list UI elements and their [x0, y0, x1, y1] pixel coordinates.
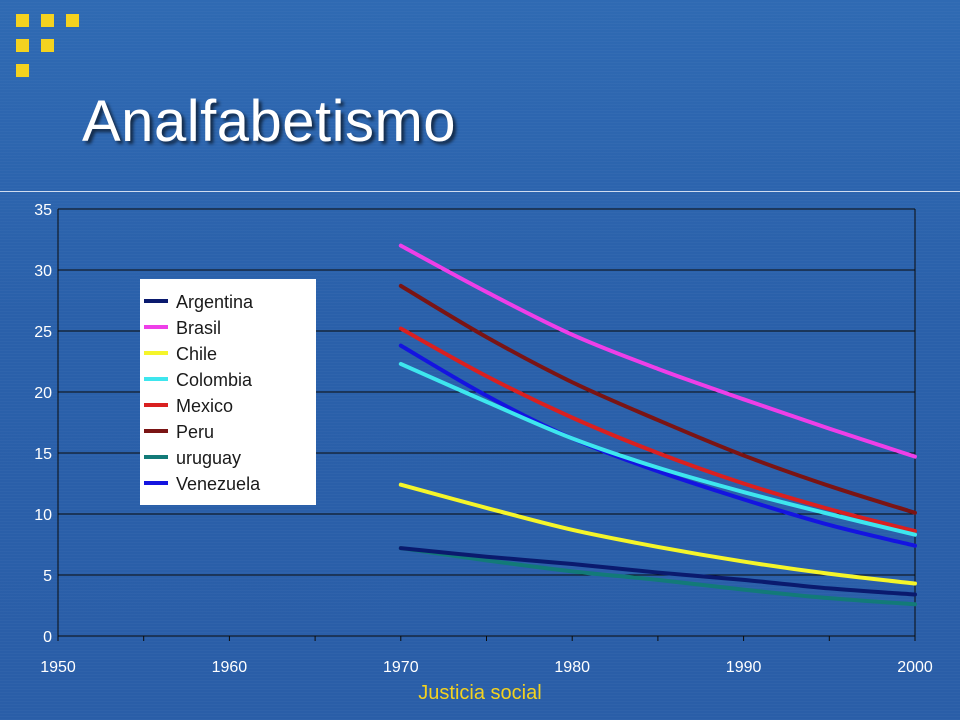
y-tick-label: 0 — [43, 629, 52, 646]
y-tick-label: 10 — [34, 507, 52, 524]
legend-swatch — [144, 351, 168, 355]
legend-swatch — [144, 377, 168, 381]
legend-label: Mexico — [176, 396, 234, 416]
y-tick-label: 35 — [34, 202, 52, 219]
legend-item: Peru — [144, 419, 314, 445]
series-line-colombia — [398, 361, 917, 537]
y-tick-label: 25 — [34, 324, 52, 341]
legend-item: Mexico — [144, 393, 314, 419]
series-line-venezuela — [398, 343, 917, 548]
legend-item: Argentina — [144, 289, 314, 315]
x-tick-label: 1960 — [212, 659, 248, 676]
legend-swatch — [144, 325, 168, 329]
slide-title: Analfabetismo — [82, 89, 457, 154]
logo-square — [66, 14, 79, 27]
legend-item: Colombia — [144, 367, 314, 393]
legend-label: Peru — [176, 422, 215, 442]
x-tick-label: 1980 — [554, 659, 590, 676]
legend-swatch — [144, 429, 168, 433]
x-tick-label: 1990 — [726, 659, 762, 676]
logo-square — [41, 39, 54, 52]
y-tick-label: 30 — [34, 263, 52, 280]
y-tick-label: 20 — [34, 385, 52, 402]
y-tick-label: 5 — [43, 568, 52, 585]
legend-item: Chile — [144, 341, 314, 367]
legend-swatch — [144, 299, 168, 303]
y-tick-label: 15 — [34, 446, 52, 463]
logo-square — [16, 14, 29, 27]
series-line-uruguay — [398, 546, 917, 607]
legend-label: Argentina — [176, 292, 254, 312]
legend-label: uruguay — [176, 448, 242, 468]
series-line-chile — [398, 482, 917, 586]
x-tick-label: 2000 — [897, 659, 933, 676]
series-line-brasil — [398, 243, 917, 459]
legend-swatch — [144, 403, 168, 407]
series-line-mexico — [398, 326, 917, 534]
x-tick-label: 1950 — [40, 659, 76, 676]
logo-squares — [16, 14, 86, 84]
series-line-argentina — [398, 546, 917, 597]
series-line-peru — [398, 283, 917, 515]
slide-footer: Justicia social — [418, 682, 542, 704]
legend-swatch — [144, 455, 168, 459]
chart-legend: Argentina Brasil Chile Colombia Mexico Peru ur… — [140, 279, 316, 505]
logo-square — [41, 14, 54, 27]
title-divider — [0, 191, 960, 192]
legend-label: Chile — [176, 344, 218, 364]
legend-item: uruguay — [144, 445, 314, 471]
legend-label: Colombia — [176, 370, 253, 390]
legend-swatch — [144, 481, 168, 485]
x-tick-label: 1970 — [383, 659, 419, 676]
logo-square — [16, 39, 29, 52]
legend-item: Venezuela — [144, 471, 314, 497]
legend-item: Brasil — [144, 315, 314, 341]
legend-label: Venezuela — [176, 474, 261, 494]
logo-square — [16, 64, 29, 77]
legend-label: Brasil — [176, 318, 222, 338]
